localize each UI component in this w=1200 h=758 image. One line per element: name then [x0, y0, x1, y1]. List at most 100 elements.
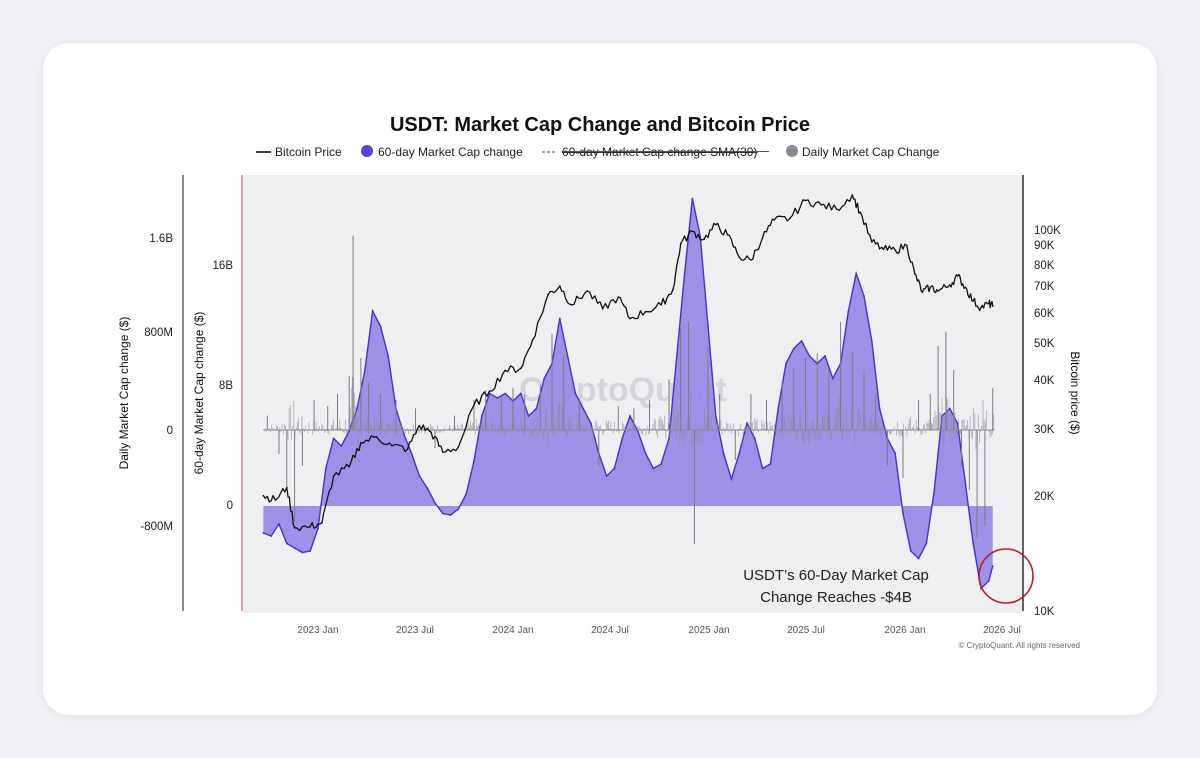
point-bitcoin-price [559, 285, 561, 287]
point-60day-change [590, 422, 592, 425]
point-60day-change [418, 475, 421, 477]
point-60day-change [909, 550, 912, 552]
point-60day-change [379, 325, 382, 327]
point-60day-change [925, 542, 928, 545]
point-bitcoin-price [644, 310, 647, 313]
point-60day-change [441, 512, 444, 515]
point-bitcoin-price [715, 223, 717, 226]
point-60day-change [870, 340, 873, 342]
right-axis: 100K 90K 80K 70K 60K 50K 40K 30K 20K 10K… [1034, 225, 1082, 618]
point-60day-change [301, 551, 304, 554]
legend-60day-change-label: 60-day Market Cap change [378, 145, 523, 159]
point-bitcoin-price [859, 211, 861, 213]
point-60day-change [465, 493, 468, 495]
point-bitcoin-price [293, 526, 296, 529]
point-60day-change [278, 523, 280, 525]
point-60day-change [785, 362, 787, 365]
point-60day-change [504, 392, 507, 395]
point-60day-change [371, 310, 374, 312]
right-tick: 90K [1034, 240, 1055, 252]
point-bitcoin-price [913, 272, 916, 275]
annotation-line-2: Change Reaches -$4B [760, 589, 912, 606]
point-60day-change [387, 355, 390, 357]
point-60day-change [480, 415, 483, 417]
point-60day-change [956, 422, 959, 425]
copyright: © CryptoQuant. All rights reserved [959, 641, 1081, 650]
point-bitcoin-price [980, 306, 982, 309]
point-bitcoin-price [473, 404, 475, 406]
point-bitcoin-price [949, 284, 951, 286]
point-60day-change [332, 437, 335, 440]
point-bitcoin-price [956, 275, 959, 277]
point-60day-change [722, 452, 725, 455]
point-60day-change [558, 317, 561, 320]
point-bitcoin-price [789, 217, 791, 220]
point-60day-change [309, 550, 312, 552]
point-bitcoin-price [773, 219, 776, 221]
point-bitcoin-price [375, 436, 378, 438]
chart-svg: USDT: Market Cap Change and Bitcoin Pric… [117, 114, 1082, 650]
legend: Bitcoin Price 60-day Market Cap change 6… [256, 145, 940, 159]
x-tick: 2026 Jul [983, 625, 1021, 636]
chart-title: USDT: Market Cap Change and Bitcoin Pric… [390, 114, 810, 136]
x-axis: 2023 Jan 2023 Jul 2024 Jan 2024 Jul 2025… [297, 625, 1020, 636]
point-bitcoin-price [488, 390, 491, 392]
point-60day-change [449, 514, 452, 516]
point-60day-change [519, 392, 522, 395]
x-tick: 2026 Jan [884, 625, 925, 636]
point-60day-change [878, 407, 881, 410]
point-bitcoin-price [629, 317, 631, 320]
point-60day-change [972, 542, 975, 545]
left-outer-tick: 1.6B [149, 233, 173, 245]
point-bitcoin-price [851, 194, 854, 196]
point-bitcoin-price [531, 339, 534, 341]
x-tick: 2025 Jul [787, 625, 825, 636]
point-bitcoin-price [442, 451, 444, 453]
point-bitcoin-price [457, 446, 460, 448]
point-60day-change [652, 467, 655, 470]
right-tick: 10K [1034, 606, 1055, 618]
annotation: USDT’s 60-Day Market Cap Change Reaches … [743, 548, 1034, 606]
point-60day-change [738, 452, 741, 455]
point-bitcoin-price [391, 445, 393, 447]
legend-60day-change-dot-icon [361, 145, 373, 157]
price-layer [262, 194, 994, 532]
point-60day-change [457, 508, 460, 510]
left-outer-axis-label: Daily Market Cap change ($) [117, 317, 131, 470]
point-bitcoin-price [835, 208, 838, 210]
point-bitcoin-price [332, 475, 335, 477]
point-60day-change [473, 460, 475, 462]
point-bitcoin-price [406, 448, 409, 450]
point-60day-change [434, 502, 436, 504]
chart-card: USDT: Market Cap Change and Bitcoin Pric… [43, 43, 1157, 715]
point-bitcoin-price [309, 525, 312, 528]
point-60day-change [991, 565, 994, 567]
point-60day-change [746, 422, 748, 425]
right-tick: 30K [1034, 424, 1055, 436]
x-tick: 2024 Jan [492, 625, 533, 636]
point-60day-change [262, 532, 265, 534]
point-bitcoin-price [660, 304, 662, 306]
left-inner-axis: 16B 8B 0 60-day Market Cap change ($) [192, 260, 233, 512]
point-60day-change [894, 452, 897, 455]
point-bitcoin-price [348, 466, 351, 468]
point-60day-change [675, 355, 678, 357]
area-60day-change [263, 198, 993, 589]
point-60day-change [847, 310, 850, 312]
point-60day-change [270, 535, 273, 537]
point-bitcoin-price [726, 234, 729, 236]
legend-daily-change-dot-icon [786, 145, 798, 157]
point-bitcoin-price [679, 242, 682, 245]
x-tick: 2023 Jul [396, 625, 434, 636]
point-60day-change [769, 463, 772, 465]
daily-bars-layer [263, 235, 995, 544]
point-bitcoin-price [761, 236, 764, 239]
point-60day-change [644, 452, 647, 455]
point-60day-change [707, 325, 709, 327]
point-bitcoin-price [750, 259, 752, 261]
point-60day-change [496, 397, 499, 399]
legend-bitcoin-price-label: Bitcoin Price [275, 145, 342, 159]
point-bitcoin-price [286, 486, 288, 489]
point-60day-change [426, 487, 429, 489]
point-bitcoin-price [586, 290, 588, 292]
